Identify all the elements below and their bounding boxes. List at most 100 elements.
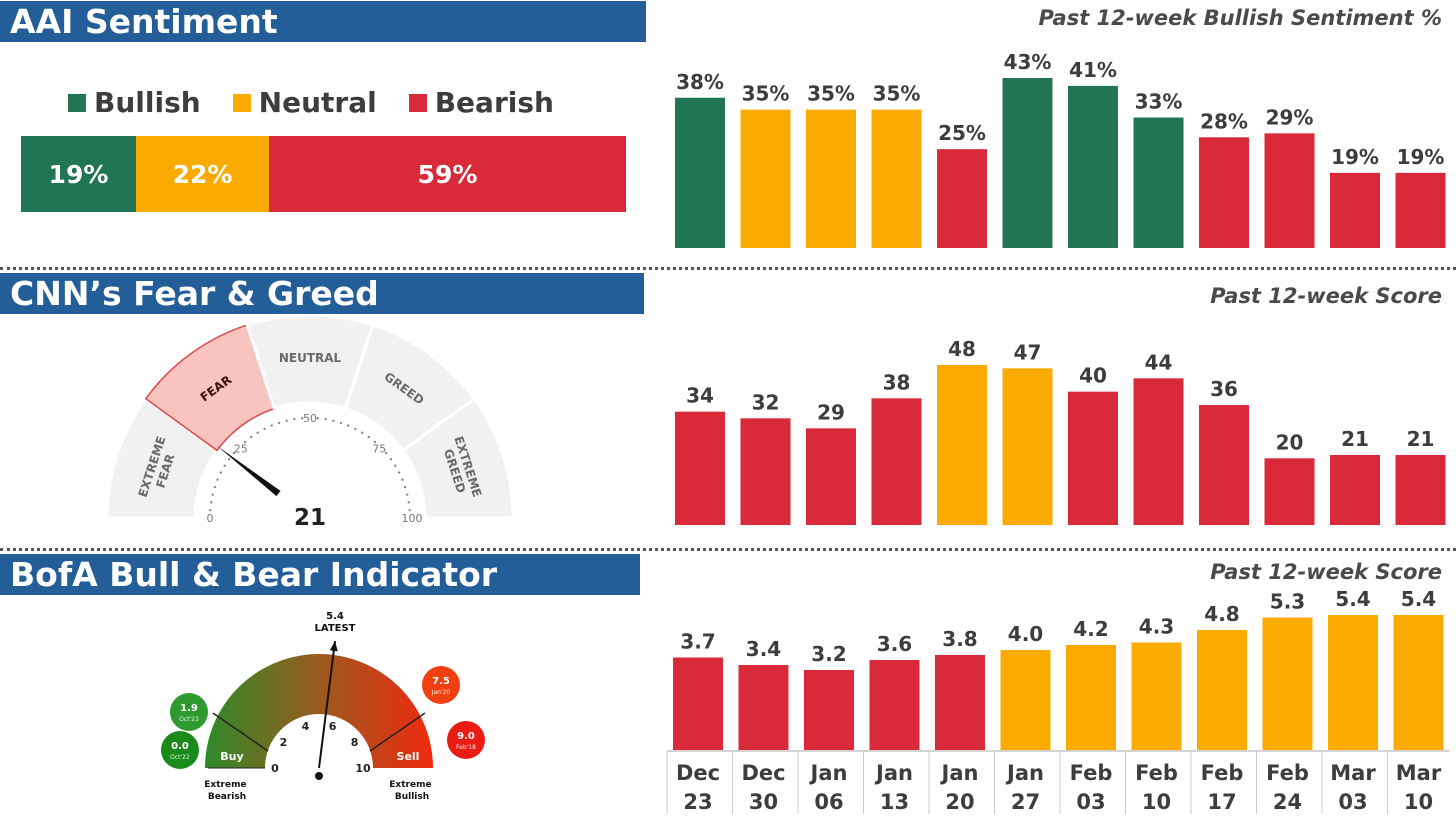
- gauge-dot: [250, 435, 253, 439]
- gauge-center-hub: [270, 478, 350, 540]
- bar-7: [1066, 645, 1116, 750]
- gauge-dot: [300, 417, 304, 420]
- extreme-bullish-line-2: Bullish: [395, 792, 429, 802]
- bar-value-label-10: 29%: [1266, 105, 1314, 129]
- bar-9: [1199, 137, 1249, 248]
- x-tick-day-10: 24: [1273, 790, 1302, 814]
- legend-label-bullish: Bullish: [94, 86, 201, 119]
- x-tick-day-7: 03: [1076, 790, 1105, 814]
- x-tick-month-8: Feb: [1135, 761, 1178, 785]
- bb-history-circle: [170, 693, 208, 731]
- bb-history-bubble: 0.0 Oct'22: [161, 731, 199, 769]
- bar-11: [1330, 172, 1380, 248]
- bar-10: [1264, 133, 1315, 248]
- bar-value-label-9: 4.8: [1204, 602, 1239, 626]
- bar-value-label-5: 3.8: [942, 627, 977, 651]
- x-tick-month-4: Jan: [874, 761, 913, 785]
- gauge-tick-50: 50: [303, 412, 317, 425]
- bofa-title-banner: BofA Bull & Bear Indicator: [0, 554, 640, 595]
- bar-value-label-1: 3.7: [680, 630, 715, 654]
- bar-value-label-8: 44: [1145, 350, 1173, 374]
- gauge-dot: [339, 421, 343, 425]
- x-tick-day-6: 27: [1011, 790, 1040, 814]
- bb-history-circle: [161, 731, 199, 769]
- gauge-dot: [332, 419, 335, 422]
- gauge-dot: [227, 458, 231, 461]
- bar-value-label-9: 28%: [1200, 109, 1248, 133]
- bar-9: [1197, 630, 1247, 750]
- sell-zone-boundary: [369, 712, 426, 752]
- gauge-dot: [270, 424, 273, 427]
- bb-history-date: Jan'20: [431, 689, 451, 696]
- bar-1: [675, 411, 725, 525]
- x-tick-month-1: Dec: [676, 761, 720, 785]
- bar-value-label-8: 33%: [1135, 90, 1183, 114]
- gauge-dot: [373, 440, 377, 444]
- buy-label: Buy: [220, 750, 243, 763]
- bb-history-date: Oct'23: [179, 716, 199, 723]
- bar-8: [1133, 117, 1184, 248]
- bar-5: [935, 655, 985, 750]
- bar-7: [1068, 391, 1118, 525]
- bar-value-label-1: 34: [686, 384, 714, 408]
- gauge-dot: [232, 451, 236, 455]
- bar-value-label-7: 4.2: [1073, 617, 1108, 641]
- bar-value-label-2: 32: [752, 390, 780, 414]
- bar-2: [740, 109, 791, 249]
- latest-value-label: 5.4: [326, 611, 344, 622]
- gauge-dot: [277, 421, 281, 425]
- bar-value-label-6: 47: [1014, 340, 1042, 364]
- gauge-dot: [263, 427, 266, 431]
- bar-11: [1328, 615, 1378, 750]
- x-tick-month-2: Dec: [741, 761, 785, 785]
- bb-needle-arrowhead: [329, 641, 338, 652]
- bar-value-label-12: 5.4: [1401, 587, 1436, 611]
- bar-10: [1262, 617, 1313, 750]
- gauge-dot: [223, 464, 226, 467]
- gauge-tick-100: 100: [402, 512, 423, 525]
- bar-value-label-10: 5.3: [1270, 590, 1305, 614]
- x-tick-day-2: 30: [749, 790, 778, 814]
- bb-history-bubble: 9.0 Feb'18: [447, 721, 485, 759]
- gauge-dot: [256, 431, 259, 434]
- bb-needle-pivot: [315, 772, 323, 780]
- bb-history-value: 1.9: [180, 703, 198, 714]
- bar-7: [1068, 85, 1118, 248]
- x-tick-day-3: 06: [814, 790, 843, 814]
- gauge-tick-0: 0: [207, 512, 214, 525]
- bb-tick-4: 4: [302, 720, 310, 733]
- bar-value-label-6: 4.0: [1008, 622, 1043, 646]
- bb-history-circle: [447, 721, 485, 759]
- extreme-bullish-line-1: Extreme: [389, 780, 431, 790]
- gauge-dot: [211, 493, 214, 496]
- bar-3: [804, 670, 854, 750]
- legend-swatch-neutral: [232, 93, 251, 112]
- gauge-dot: [285, 419, 288, 422]
- bar-8: [1131, 642, 1182, 750]
- bull-bear-arc: [205, 654, 433, 768]
- bar-value-label-7: 41%: [1069, 58, 1117, 82]
- bb-history-date: Oct'22: [170, 754, 190, 761]
- bar-1: [675, 97, 725, 248]
- bar-12: [1393, 615, 1444, 750]
- legend-neutral: Neutral: [232, 86, 377, 119]
- section-divider-2: [0, 548, 1456, 551]
- x-tick-day-1: 23: [683, 790, 712, 814]
- gauge-dot: [219, 471, 223, 474]
- gauge-dot: [213, 485, 217, 489]
- bar-12: [1395, 172, 1446, 248]
- legend-swatch-bullish: [68, 93, 86, 112]
- x-tick-day-11: 03: [1338, 790, 1367, 814]
- bar-12: [1395, 455, 1446, 525]
- bar-3: [806, 428, 856, 525]
- cnn-chart-subtitle: Past 12-week Score: [1210, 284, 1442, 308]
- x-tick-day-5: 20: [945, 790, 974, 814]
- gauge-dot: [367, 435, 370, 439]
- bb-history-value: 7.5: [432, 676, 450, 687]
- bar-value-label-2: 35%: [742, 82, 790, 106]
- x-tick-day-8: 10: [1142, 790, 1171, 814]
- bar-value-label-3: 3.2: [811, 642, 846, 666]
- gauge-dot: [389, 458, 393, 461]
- breakdown-bearish-segment: 59%: [269, 136, 626, 212]
- cnn-title: CNN’s Fear & Greed: [10, 274, 379, 313]
